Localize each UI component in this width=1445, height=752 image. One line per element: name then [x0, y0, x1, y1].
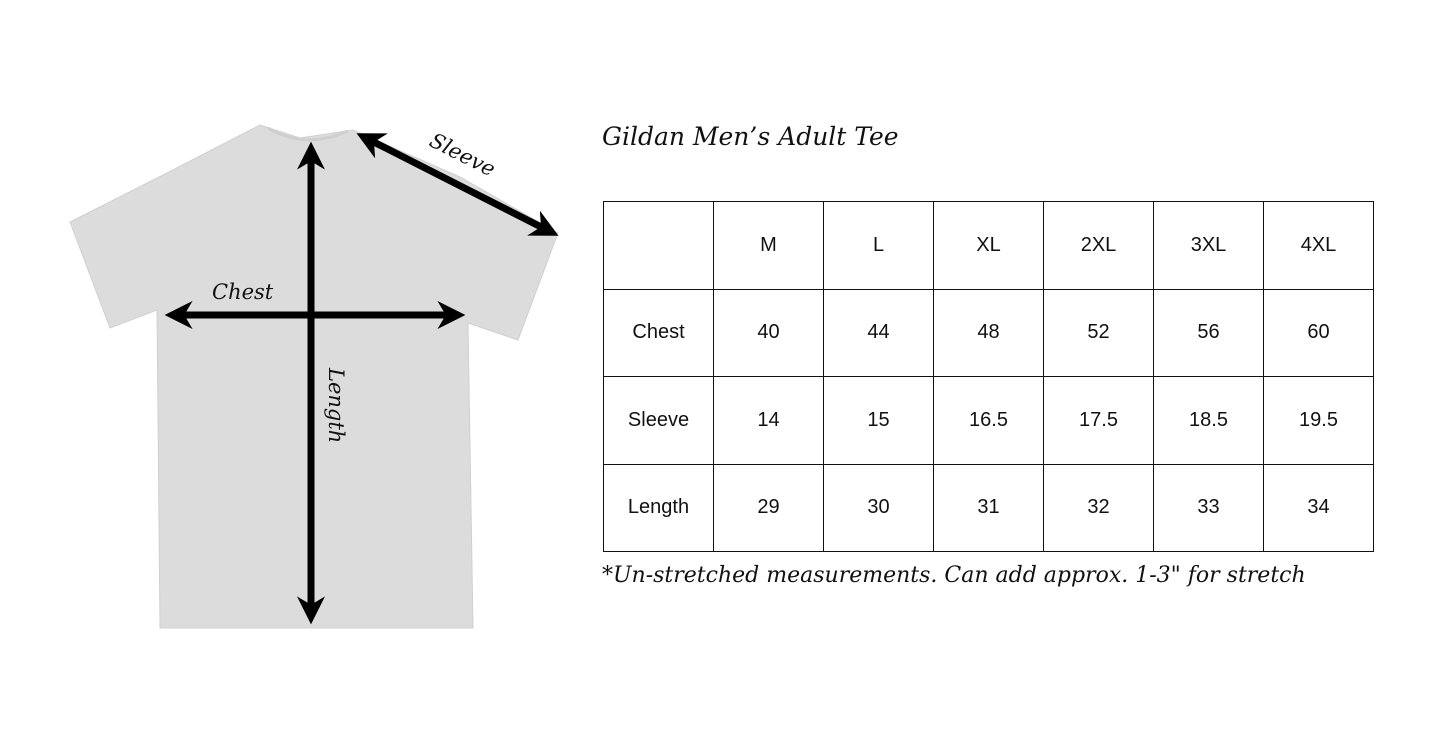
row-label: Length: [603, 463, 714, 552]
table-row: Length 29 30 31 32 33 34: [603, 463, 1374, 552]
header-cell: M: [713, 201, 824, 290]
table-cell: 32: [1043, 463, 1154, 552]
table-cell: 56: [1153, 288, 1264, 377]
table-cell: 60: [1263, 288, 1374, 377]
table-cell: 14: [713, 376, 824, 465]
header-cell: 2XL: [1043, 201, 1154, 290]
table-cell: 15: [823, 376, 934, 465]
footnote: *Un-stretched measurements. Can add appr…: [602, 563, 1306, 588]
table-row: Chest 40 44 48 52 56 60: [603, 288, 1374, 377]
table-row: Sleeve 14 15 16.5 17.5 18.5 19.5: [603, 376, 1374, 465]
header-cell: 4XL: [1263, 201, 1374, 290]
tshirt-diagram: Chest Sleeve Length: [69, 124, 559, 629]
row-label: Sleeve: [603, 376, 714, 465]
table-cell: 29: [713, 463, 824, 552]
table-cell: 34: [1263, 463, 1374, 552]
header-cell: L: [823, 201, 934, 290]
table-cell: 17.5: [1043, 376, 1154, 465]
table-header-row: M L XL 2XL 3XL 4XL: [603, 201, 1374, 290]
size-table: M L XL 2XL 3XL 4XL Chest 40 44 48 52 56 …: [603, 201, 1374, 552]
table-cell: 48: [933, 288, 1044, 377]
table-cell: 52: [1043, 288, 1154, 377]
table-cell: 33: [1153, 463, 1264, 552]
row-label: Chest: [603, 288, 714, 377]
sleeve-arrow: [356, 133, 559, 236]
table-cell: 16.5: [933, 376, 1044, 465]
header-cell: [603, 201, 714, 290]
length-label: Length: [324, 367, 348, 443]
table-cell: 44: [823, 288, 934, 377]
table-cell: 31: [933, 463, 1044, 552]
chart-title: Gildan Men’s Adult Tee: [602, 122, 899, 151]
table-cell: 19.5: [1263, 376, 1374, 465]
table-cell: 18.5: [1153, 376, 1264, 465]
table-cell: 30: [823, 463, 934, 552]
header-cell: 3XL: [1153, 201, 1264, 290]
table-cell: 40: [713, 288, 824, 377]
header-cell: XL: [933, 201, 1044, 290]
chest-label: Chest: [212, 280, 274, 304]
